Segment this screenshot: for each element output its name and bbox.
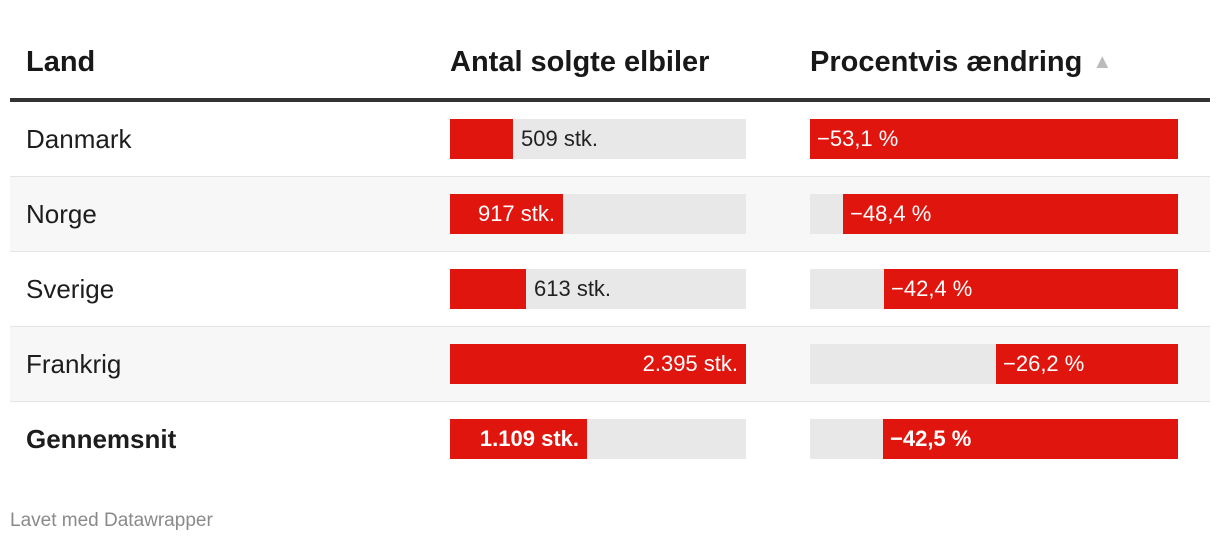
antal-bar (450, 344, 746, 384)
sort-ascending-icon[interactable]: ▲ (1092, 51, 1113, 73)
antal-bar-track: 509 stk. (450, 119, 746, 159)
pct-bar (843, 194, 1178, 234)
pct-value-label: −42,5 % (890, 426, 972, 451)
country-label: Sverige (26, 274, 115, 304)
pct-bar-track: −26,2 % (810, 344, 1178, 384)
country-label: Gennemsnit (26, 424, 177, 454)
country-label: Danmark (26, 124, 132, 154)
antal-bar-track: 1.109 stk. (450, 419, 746, 459)
pct-bar-track: −42,5 % (810, 419, 1178, 459)
table-row: Norge 917 stk. −48,4 % (10, 177, 1210, 252)
pct-value-label: −48,4 % (850, 201, 932, 226)
antal-value-label: 509 stk. (521, 126, 599, 151)
antal-bar-track: 2.395 stk. (450, 344, 746, 384)
country-label: Frankrig (26, 349, 122, 379)
pct-value-label: −26,2 % (1003, 351, 1085, 376)
antal-bar-track: 917 stk. (450, 194, 746, 234)
table-row: Sverige 613 stk. −42,4 % (10, 252, 1210, 327)
pct-bar (883, 419, 1178, 459)
column-header-procent-label: Procentvis ændring (810, 46, 1083, 78)
pct-bar-track: −48,4 % (810, 194, 1178, 234)
pct-bar-track: −42,4 % (810, 269, 1178, 309)
country-label: Norge (26, 199, 97, 229)
data-table: Land Antal solgte elbiler Procentvis ænd… (10, 30, 1210, 476)
footer-credit[interactable]: Lavet med Datawrapper (10, 510, 213, 531)
table-row: Gennemsnit 1.109 stk. −42,5 % (10, 402, 1210, 476)
antal-value-label: 1.109 stk. (479, 426, 579, 451)
antal-bar (450, 269, 526, 309)
antal-value-label: 917 stk. (477, 201, 555, 226)
pct-value-label: −53,1 % (817, 126, 899, 151)
pct-value-label: −42,4 % (891, 276, 973, 301)
column-header-land[interactable]: Land (26, 46, 96, 78)
antal-bar (450, 119, 513, 159)
column-header-procent[interactable]: Procentvis ændring ▲ (810, 46, 1112, 79)
table-row: Frankrig 2.395 stk. −26,2 % (10, 327, 1210, 402)
table-body: Danmark 509 stk. −53,1 % Norge 917 stk. −48,4… (10, 102, 1210, 476)
column-header-antal[interactable]: Antal solgte elbiler (450, 46, 710, 78)
pct-bar (996, 344, 1178, 384)
pct-bar-track: −53,1 % (810, 119, 1178, 159)
antal-value-label: 2.395 stk. (642, 351, 738, 376)
table-header: Land Antal solgte elbiler Procentvis ænd… (10, 30, 1210, 102)
table-row: Danmark 509 stk. −53,1 % (10, 102, 1210, 177)
antal-bar (450, 419, 587, 459)
antal-value-label: 613 stk. (534, 276, 612, 301)
antal-bar-track: 613 stk. (450, 269, 746, 309)
pct-bar (884, 269, 1178, 309)
pct-bar (810, 119, 1178, 159)
antal-bar (450, 194, 563, 234)
